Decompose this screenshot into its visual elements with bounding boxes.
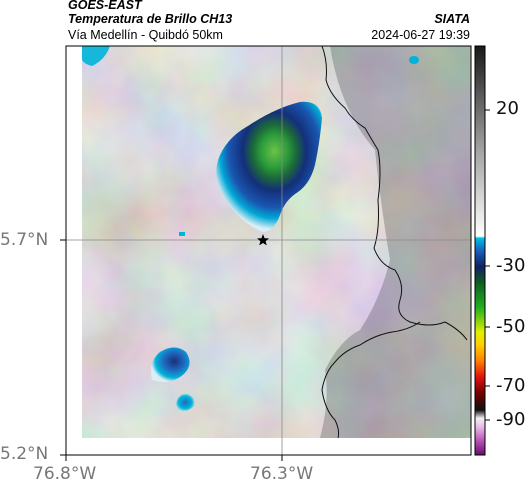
warm-land-region bbox=[320, 46, 471, 438]
star-marker bbox=[257, 234, 269, 246]
colorbar-tick: -70 bbox=[496, 375, 526, 396]
lat-label: 5.7°N bbox=[0, 230, 49, 250]
convective-cell bbox=[176, 393, 195, 411]
colorbar-tick: -50 bbox=[496, 316, 526, 337]
region-subtitle: Vía Medellín - Quibdó 50km bbox=[68, 28, 223, 42]
convective-cell bbox=[151, 347, 190, 382]
satellite-name: GOES-EAST bbox=[68, 0, 142, 12]
lon-label: 76.8°W bbox=[33, 464, 97, 484]
source-label: SIATA bbox=[434, 12, 470, 26]
colorbar bbox=[474, 45, 486, 456]
border-line bbox=[321, 46, 468, 341]
datetime-label: 2024-06-27 19:39 bbox=[371, 28, 470, 42]
lat-label: 5.2°N bbox=[0, 444, 49, 464]
lon-label: 76.3°W bbox=[250, 464, 314, 484]
convective-cell bbox=[216, 101, 322, 232]
border-line bbox=[359, 321, 421, 346]
cold-patch bbox=[409, 56, 419, 64]
border-line bbox=[321, 344, 361, 439]
cold-patch bbox=[82, 46, 110, 66]
product-title: Temperatura de Brillo CH13 bbox=[68, 12, 233, 26]
map-frame bbox=[65, 45, 472, 456]
colorbar-tick: 20 bbox=[496, 98, 519, 119]
colorbar-tick: -90 bbox=[496, 409, 526, 430]
colorbar-tick: -30 bbox=[496, 255, 526, 276]
cold-patch bbox=[179, 232, 185, 236]
